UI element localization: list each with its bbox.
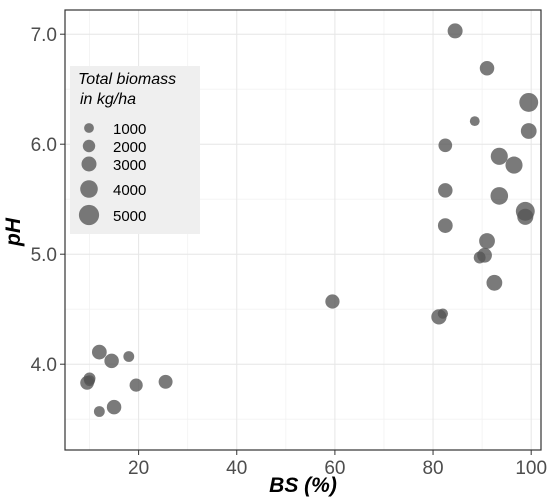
data-point — [520, 123, 537, 139]
data-point — [490, 187, 509, 205]
data-point — [519, 92, 539, 112]
data-point — [469, 116, 480, 126]
legend-label: 3000 — [113, 157, 146, 174]
data-point — [479, 61, 495, 76]
data-point — [517, 208, 534, 225]
x-tick-label: 100 — [515, 458, 547, 479]
y-tick-label: 5.0 — [31, 245, 57, 266]
x-tick-label: 60 — [324, 458, 345, 479]
y-tick-label: 6.0 — [31, 135, 57, 156]
data-point — [106, 399, 122, 415]
legend-swatch — [80, 180, 98, 198]
data-point — [490, 147, 508, 165]
plot-border — [64, 9, 542, 451]
legend-title-line-2: in kg/ha — [80, 91, 136, 108]
legend-swatch — [84, 123, 94, 133]
legend-label: 1000 — [113, 121, 146, 138]
x-tick-label: 20 — [128, 458, 149, 479]
legend-label: 4000 — [113, 182, 146, 199]
legend-label: 2000 — [113, 139, 146, 156]
data-point — [473, 251, 486, 264]
data-point — [80, 376, 94, 390]
data-point — [479, 233, 495, 249]
y-axis-ticks: 4.0 5.0 6.0 7.0 — [31, 25, 65, 376]
data-point — [123, 351, 135, 362]
data-point — [438, 138, 453, 153]
legend-swatch — [78, 204, 100, 226]
x-tick-label: 80 — [422, 458, 443, 479]
x-axis-ticks: 20 40 60 80 100 — [128, 450, 547, 479]
data-point — [93, 406, 105, 417]
data-point — [91, 344, 107, 360]
data-point — [158, 374, 173, 389]
data-point — [486, 274, 503, 291]
data-point — [129, 378, 143, 392]
data-point — [325, 294, 340, 309]
data-point — [437, 218, 453, 233]
x-tick-label: 40 — [226, 458, 247, 479]
y-tick-label: 7.0 — [31, 25, 57, 46]
x-axis-title: BS (%) — [269, 474, 337, 497]
y-tick-label: 4.0 — [31, 355, 57, 376]
legend-swatch — [81, 156, 97, 172]
y-axis-title: pH — [2, 217, 25, 247]
data-point — [505, 156, 523, 174]
data-points — [80, 23, 539, 417]
data-point — [447, 23, 463, 39]
data-point — [104, 353, 119, 369]
legend-title-line-1: Total biomass — [78, 71, 176, 88]
data-point — [431, 309, 447, 325]
data-point — [438, 183, 453, 198]
legend-label: 5000 — [113, 208, 146, 225]
legend-swatch — [82, 139, 96, 153]
